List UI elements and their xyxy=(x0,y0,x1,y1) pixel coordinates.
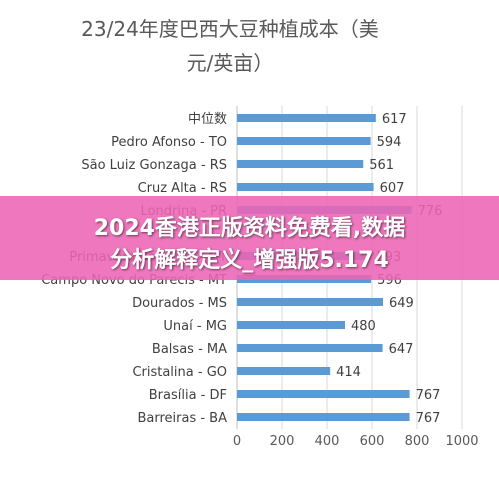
data-label: 617 xyxy=(382,112,407,127)
data-label: 649 xyxy=(389,296,414,311)
bar xyxy=(237,413,410,421)
category-label: Dourados - MS xyxy=(132,296,227,311)
x-tick-label: 800 xyxy=(405,434,430,449)
data-label: 561 xyxy=(369,158,394,173)
category-label: Pedro Afonso - TO xyxy=(111,135,227,150)
category-label: Cristalina - GO xyxy=(132,365,227,380)
category-label: Cruz Alta - RS xyxy=(138,181,227,196)
x-tick-label: 0 xyxy=(233,434,241,449)
chart-title-line-2: 元/英亩） xyxy=(186,51,274,75)
x-tick-label: 200 xyxy=(270,434,295,449)
bar xyxy=(237,367,331,375)
chart-title-line-1: 23/24年度巴西大豆种植成本（美 xyxy=(81,17,379,41)
chart-title: 23/24年度巴西大豆种植成本（美 元/英亩） xyxy=(20,12,440,80)
bar xyxy=(237,137,371,145)
bar xyxy=(237,114,376,122)
overlay-banner: 2024香港正版资料免费看,数据 分析解释定义_增强版5.174 xyxy=(0,196,499,280)
bar xyxy=(237,298,384,306)
bar xyxy=(237,321,345,329)
bar xyxy=(237,344,383,352)
x-tick-label: 1000 xyxy=(445,434,478,449)
data-label: 647 xyxy=(389,342,414,357)
data-label: 767 xyxy=(416,388,441,403)
banner-line-2: 分析解释定义_增强版5.174 xyxy=(110,248,389,273)
data-label: 594 xyxy=(377,135,402,150)
x-tick-label: 400 xyxy=(315,434,340,449)
category-label: 中位数 xyxy=(188,112,227,127)
category-label: Unaí - MG xyxy=(163,319,227,334)
category-label: São Luiz Gonzaga - RS xyxy=(81,158,227,173)
bar xyxy=(237,183,374,191)
data-label: 480 xyxy=(351,319,376,334)
banner-line-1: 2024香港正版资料免费看,数据 xyxy=(93,216,406,241)
data-label: 414 xyxy=(336,365,361,380)
x-tick-labels: 0 200 400 600 800 1000 xyxy=(233,434,479,449)
bar xyxy=(237,390,410,398)
data-label: 607 xyxy=(380,181,405,196)
category-label: Brasília - DF xyxy=(149,388,227,403)
data-label: 767 xyxy=(416,411,441,426)
bar xyxy=(237,160,364,168)
x-tick-label: 600 xyxy=(360,434,385,449)
category-label: Barreiras - BA xyxy=(137,411,227,426)
category-label: Balsas - MA xyxy=(152,342,227,357)
